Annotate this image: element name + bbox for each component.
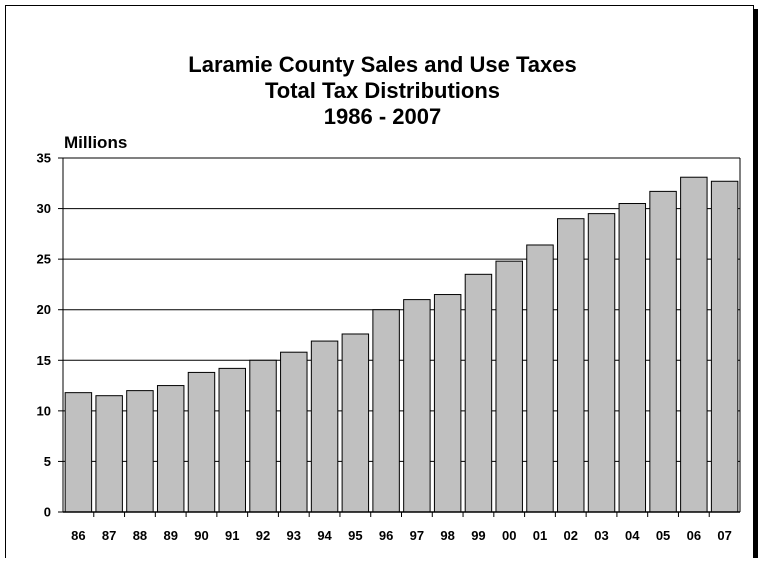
x-tick-label-98: 98 (440, 528, 454, 543)
y-tick-label-10: 10 (37, 403, 51, 418)
y-tick-label-5: 5 (44, 454, 51, 469)
x-tick-label-02: 02 (564, 528, 578, 543)
bar-99 (464, 273, 493, 513)
frame-bottom-mask (0, 558, 765, 565)
x-tick-label-07: 07 (717, 528, 731, 543)
x-tick-label-87: 87 (102, 528, 116, 543)
x-tick-label-96: 96 (379, 528, 393, 543)
bar-01 (526, 244, 554, 513)
x-tick-label-03: 03 (594, 528, 608, 543)
bar-86 (64, 392, 93, 513)
y-tick-label-30: 30 (37, 201, 51, 216)
bar-87 (95, 395, 123, 513)
bar-96 (372, 309, 400, 513)
x-tick-label-01: 01 (533, 528, 547, 543)
bar-98 (433, 294, 462, 513)
bar-95 (341, 333, 370, 513)
x-tick-label-88: 88 (133, 528, 147, 543)
bar-91 (218, 367, 246, 513)
x-tick-label-94: 94 (317, 528, 332, 543)
chart-title: Laramie County Sales and Use Taxes Total… (0, 52, 765, 130)
x-tick-label-05: 05 (656, 528, 670, 543)
x-tick-label-91: 91 (225, 528, 239, 543)
bar-93 (280, 351, 308, 513)
bar-04 (618, 203, 647, 513)
x-tick-label-92: 92 (256, 528, 270, 543)
bar-88 (126, 390, 154, 513)
bar-06 (680, 176, 708, 513)
y-tick-label-20: 20 (37, 302, 51, 317)
bar-03 (587, 213, 616, 513)
x-tick-label-99: 99 (471, 528, 485, 543)
x-tick-label-90: 90 (194, 528, 208, 543)
x-tick-label-00: 00 (502, 528, 516, 543)
bar-97 (403, 299, 431, 513)
bar-92 (249, 359, 277, 513)
x-tick-label-86: 86 (71, 528, 85, 543)
y-tick-label-0: 0 (44, 505, 51, 520)
y-tick-label-25: 25 (37, 252, 51, 267)
bar-07 (710, 180, 739, 513)
x-tick-label-97: 97 (410, 528, 424, 543)
y-axis-unit-label: Millions (64, 133, 128, 152)
bar-02 (557, 218, 585, 513)
x-tick-label-93: 93 (287, 528, 301, 543)
chart-title-line-1: Laramie County Sales and Use Taxes (188, 52, 577, 77)
x-tick-label-06: 06 (687, 528, 701, 543)
y-tick-label-35: 35 (37, 151, 51, 166)
chart-title-line-3: 1986 - 2007 (323, 104, 442, 129)
chart-title-line-2: Total Tax Distributions (264, 78, 501, 103)
bar-05 (649, 190, 677, 513)
bar-00 (495, 260, 523, 513)
bar-94 (310, 340, 339, 513)
x-tick-label-89: 89 (163, 528, 177, 543)
y-tick-label-15: 15 (37, 353, 51, 368)
x-tick-label-95: 95 (348, 528, 362, 543)
x-tick-label-04: 04 (625, 528, 640, 543)
bar-90 (187, 371, 216, 513)
bar-89 (156, 385, 185, 513)
